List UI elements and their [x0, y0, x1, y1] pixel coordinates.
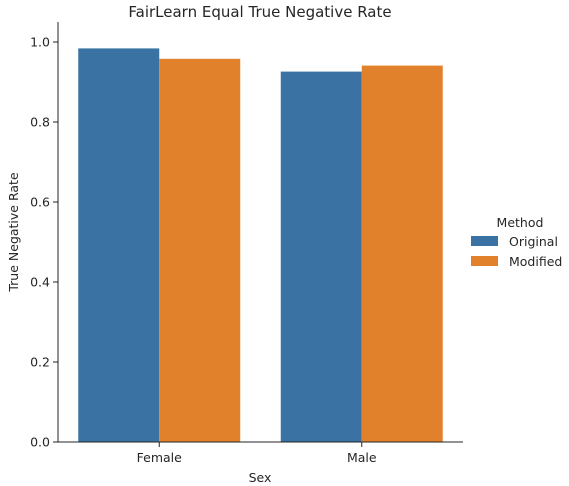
y-axis-label: True Negative Rate: [6, 172, 21, 293]
x-tick-label: Female: [137, 450, 183, 465]
legend: Method Original Modified: [471, 215, 562, 269]
bar-female-original: [78, 48, 160, 443]
bar-female-modified: [159, 58, 241, 443]
y-tick-label: 0.0: [30, 435, 50, 450]
y-axis: 0.0 0.2 0.4 0.6 0.8 1.0: [30, 22, 59, 450]
x-axis: Female Male: [58, 441, 463, 465]
chart-title: FairLearn Equal True Negative Rate: [128, 3, 391, 21]
y-tick-label: 0.4: [30, 275, 50, 290]
legend-label-modified: Modified: [509, 254, 562, 269]
legend-label-original: Original: [509, 234, 558, 249]
legend-swatch-original: [471, 236, 498, 246]
x-axis-label: Sex: [249, 470, 272, 485]
y-tick-label: 0.2: [30, 355, 50, 370]
y-tick-label: 0.8: [30, 115, 50, 130]
legend-swatch-modified: [471, 256, 498, 266]
y-tick-label: 1.0: [30, 35, 50, 50]
legend-title: Method: [497, 215, 544, 230]
bars-layer: [78, 48, 443, 443]
bar-male-original: [280, 71, 362, 442]
y-tick-label: 0.6: [30, 195, 50, 210]
bar-male-modified: [361, 65, 443, 442]
x-tick-label: Male: [347, 450, 377, 465]
